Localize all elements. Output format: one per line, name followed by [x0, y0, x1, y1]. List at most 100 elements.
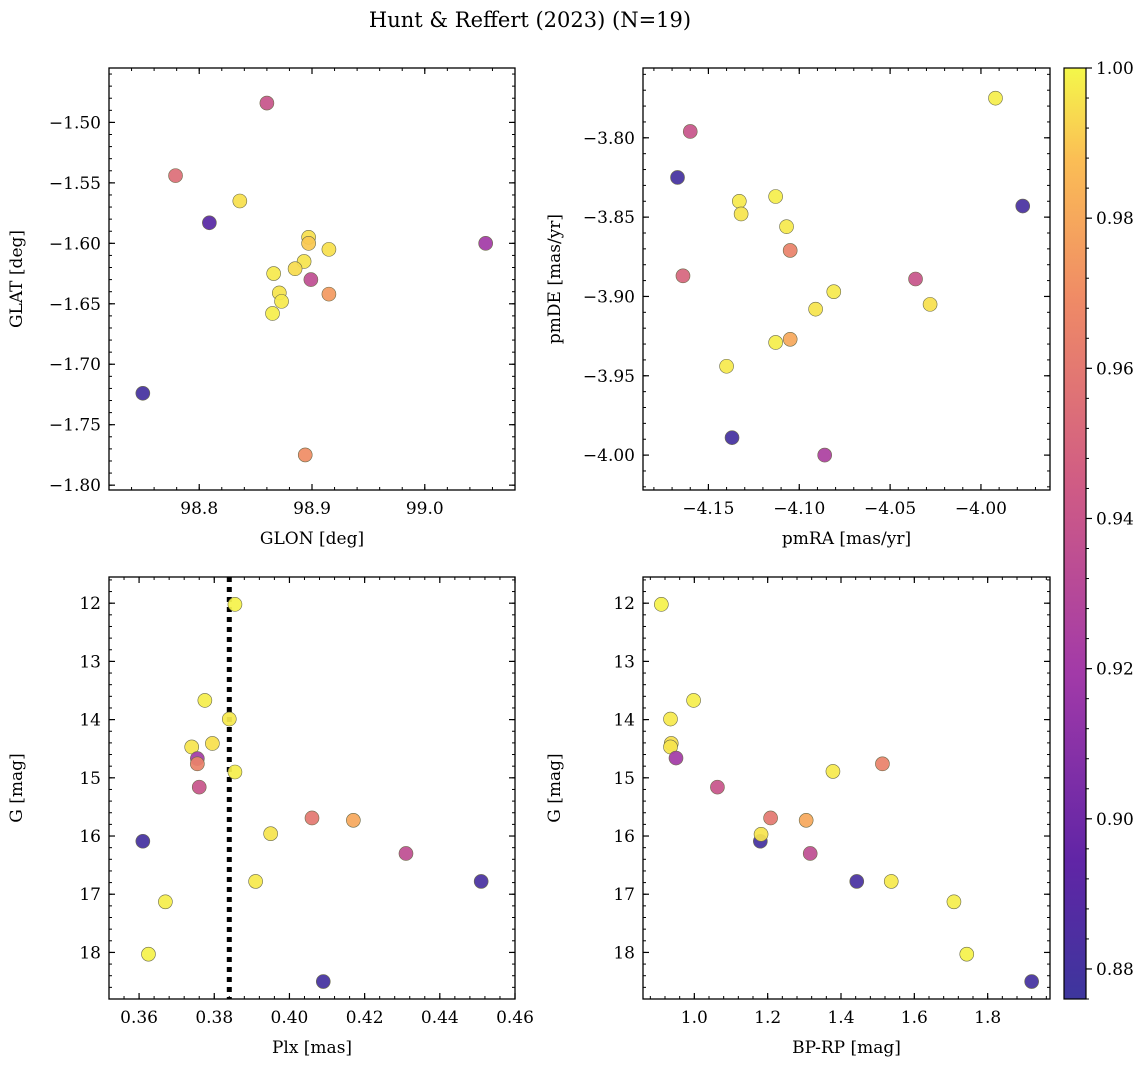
- axes-frame: [642, 67, 1051, 491]
- data-point: [686, 693, 701, 708]
- x-tick-label: −4.15: [682, 499, 734, 519]
- x-tick-label: 0.44: [421, 1008, 459, 1028]
- data-point: [202, 215, 217, 231]
- axes-frame: [642, 576, 1051, 1000]
- y-tick-label: 16: [613, 827, 635, 847]
- data-point: [315, 974, 331, 989]
- x-tick-label: 98.9: [293, 499, 331, 519]
- data-point: [753, 826, 769, 842]
- data-point: [297, 447, 313, 463]
- data-point: [768, 189, 783, 204]
- data-point: [817, 447, 832, 463]
- data-point: [668, 750, 684, 766]
- data-point: [248, 874, 263, 889]
- data-point: [303, 272, 319, 287]
- x-tick-label: −4.05: [864, 499, 916, 519]
- x-tick-label: 1.0: [681, 1008, 708, 1028]
- data-point: [158, 894, 173, 910]
- x-axis-label: Plx [mas]: [272, 1038, 352, 1058]
- data-point: [274, 294, 289, 309]
- colorbar-tick-label: 1.00: [1096, 59, 1134, 79]
- y-tick-label: 15: [79, 769, 101, 789]
- x-tick-label: 1.2: [754, 1008, 781, 1028]
- data-point: [227, 764, 243, 780]
- data-point: [779, 219, 794, 234]
- y-tick-label: −3.95: [583, 367, 635, 387]
- data-point: [197, 693, 213, 708]
- data-point: [1015, 198, 1031, 214]
- y-tick-label: −3.80: [583, 129, 635, 149]
- y-tick-label: −1.75: [49, 416, 101, 436]
- x-axis-label: pmRA [mas/yr]: [782, 529, 911, 549]
- x-tick-label: 99.0: [406, 499, 444, 519]
- colorbar-tick-label: 0.88: [1096, 960, 1134, 980]
- data-point: [849, 874, 865, 889]
- y-axis-label: GLAT [deg]: [7, 230, 27, 328]
- data-point: [287, 261, 303, 277]
- y-tick-label: −4.00: [583, 446, 635, 466]
- data-point: [826, 284, 842, 299]
- data-point: [782, 331, 798, 347]
- x-tick-label: 1.8: [974, 1008, 1001, 1028]
- y-tick-label: −1.50: [49, 113, 101, 133]
- panel-2: −4.15 −4.10 −4.05 −4.00 −3.80 −3.85 −3.90 −3.95…: [545, 67, 1051, 549]
- data-point: [825, 764, 841, 779]
- data-point: [724, 430, 740, 445]
- data-point: [875, 756, 890, 772]
- colorbar-tick-label: 0.98: [1096, 209, 1134, 229]
- data-point: [168, 168, 183, 183]
- y-tick-label: 12: [79, 594, 101, 614]
- colorbar-tick-label: 0.90: [1096, 810, 1134, 830]
- y-tick-label: 17: [79, 885, 101, 905]
- data-point: [733, 206, 749, 222]
- y-tick-label: 14: [613, 711, 635, 731]
- data-point: [321, 242, 337, 257]
- axes-frame: [108, 576, 516, 1000]
- data-point: [675, 268, 691, 284]
- y-tick-label: −1.60: [49, 234, 101, 254]
- data-point: [710, 779, 725, 795]
- data-point: [763, 810, 778, 826]
- panels: 98.8 98.9 99.0 −1.50 −1.55 −1.60 −1.65 −1.70 −1.…: [7, 67, 1051, 1058]
- data-point: [478, 236, 493, 251]
- data-point: [798, 813, 814, 828]
- panel-4: 1.0 1.2 1.4 1.6 1.8 12 13 14 15 16 17 18 BP-RP [mag]…: [545, 576, 1051, 1058]
- colorbar-tick-label: 0.92: [1096, 660, 1134, 680]
- data-point: [1024, 974, 1039, 989]
- data-point: [682, 124, 698, 139]
- data-point: [263, 826, 278, 841]
- data-point: [232, 193, 248, 209]
- y-axis-label: G [mag]: [7, 753, 27, 822]
- data-point: [654, 597, 669, 612]
- data-point: [304, 810, 320, 826]
- figure-title: Hunt & Reffert (2023) (N=19): [369, 8, 691, 32]
- x-tick-label: 1.6: [901, 1008, 928, 1028]
- panel-3: 0.36 0.38 0.40 0.42 0.44 0.46 12 13 14 15 16 17 18 Pl…: [7, 576, 534, 1058]
- data-point: [959, 946, 975, 962]
- data-point: [266, 266, 281, 281]
- data-point: [265, 306, 280, 321]
- colorbar: 0.88 0.90 0.92 0.94 0.96 0.98 1.00: [1063, 59, 1134, 1000]
- data-point: [988, 90, 1003, 106]
- x-axis-label: BP-RP [mag]: [792, 1038, 901, 1058]
- data-point: [670, 170, 685, 185]
- x-tick-label: −4.00: [955, 499, 1007, 519]
- y-tick-label: 18: [613, 943, 635, 963]
- data-point: [802, 846, 818, 861]
- data-point: [883, 874, 899, 889]
- colorbar-gradient: [1063, 67, 1087, 1000]
- data-point: [719, 358, 734, 374]
- data-point: [731, 193, 747, 209]
- data-point: [922, 297, 938, 312]
- y-tick-label: 13: [79, 652, 101, 672]
- x-tick-label: 0.38: [195, 1008, 233, 1028]
- y-tick-label: −1.65: [49, 295, 101, 315]
- y-tick-label: 15: [613, 769, 635, 789]
- colorbar-tick-label: 0.94: [1096, 509, 1134, 529]
- x-axis-label: GLON [deg]: [260, 529, 364, 549]
- panel-1: 98.8 98.9 99.0 −1.50 −1.55 −1.60 −1.65 −1.70 −1.…: [7, 67, 516, 549]
- y-tick-label: 16: [79, 827, 101, 847]
- data-point: [227, 597, 243, 612]
